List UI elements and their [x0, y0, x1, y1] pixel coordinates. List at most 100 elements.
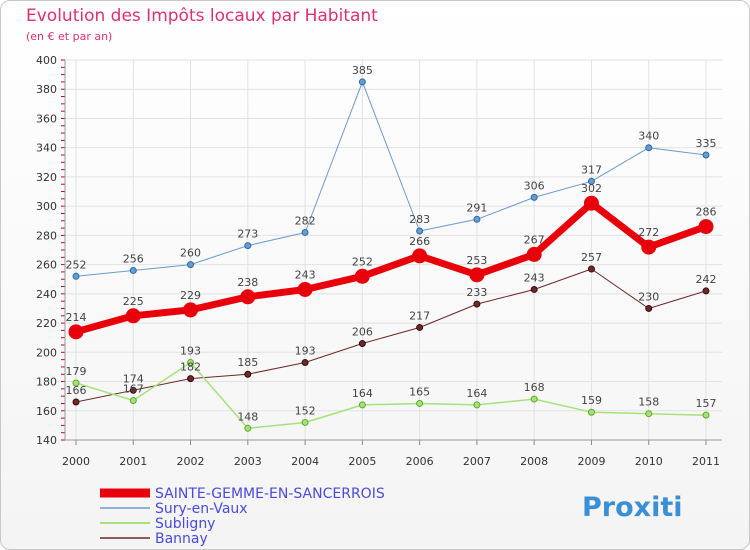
- y-tick-label: 320: [36, 171, 57, 184]
- data-point: [416, 399, 424, 407]
- y-tick-label: 240: [36, 288, 57, 301]
- data-point: [698, 219, 714, 235]
- proxiti-logo: Proxiti: [582, 492, 683, 523]
- data-point: [469, 267, 485, 283]
- data-label: 273: [237, 228, 258, 241]
- data-label: 164: [466, 387, 487, 400]
- y-tick-label: 380: [36, 83, 57, 96]
- data-point: [526, 246, 542, 262]
- series-line-1: [75, 81, 707, 277]
- data-label: 185: [237, 356, 258, 369]
- data-point: [645, 304, 653, 312]
- x-tick-label: 2003: [234, 455, 262, 468]
- data-label: 286: [696, 206, 717, 219]
- data-point: [702, 287, 710, 295]
- data-label: 233: [466, 286, 487, 299]
- data-label: 214: [66, 311, 87, 324]
- data-label: 225: [123, 295, 144, 308]
- data-point: [416, 323, 424, 331]
- data-label: 267: [524, 233, 545, 246]
- data-label: 167: [123, 383, 144, 396]
- data-point: [354, 268, 370, 284]
- chart-title: Evolution des Impôts locaux par Habitant: [26, 6, 378, 26]
- x-tick-label: 2005: [348, 455, 376, 468]
- data-label: 193: [180, 345, 201, 358]
- data-label: 159: [581, 394, 602, 407]
- data-label: 174: [123, 372, 144, 385]
- data-point: [72, 379, 80, 387]
- data-point: [125, 308, 141, 324]
- data-label: 385: [352, 64, 373, 77]
- data-point: [358, 401, 366, 409]
- data-label: 168: [524, 381, 545, 394]
- data-point: [129, 397, 137, 405]
- data-point: [301, 228, 309, 236]
- data-point: [473, 215, 481, 223]
- data-point: [645, 144, 653, 152]
- data-label: 242: [696, 273, 717, 286]
- axes: 140 160 180 200 220 240 260 280 300 320 340 360 380 4…: [36, 54, 722, 468]
- data-point: [358, 78, 366, 86]
- data-point: [412, 248, 428, 264]
- data-label: 253: [466, 254, 487, 267]
- data-point: [187, 359, 195, 367]
- legend-label: Bannay: [155, 531, 208, 547]
- data-point: [301, 359, 309, 367]
- legend-label: Sury-en-Vaux: [155, 501, 248, 517]
- series-line-2: [75, 361, 707, 430]
- x-tick-label: 2004: [291, 455, 319, 468]
- data-label: 272: [638, 226, 659, 239]
- data-label: 182: [180, 361, 201, 374]
- data-label: 152: [295, 404, 316, 417]
- data-label: 283: [409, 213, 430, 226]
- data-point: [702, 411, 710, 419]
- data-label: 340: [638, 130, 659, 143]
- data-point: [530, 193, 538, 201]
- x-tick-label: 2000: [62, 455, 90, 468]
- y-tick-label: 160: [36, 405, 57, 418]
- data-labels: 214 225 229 238 243 252 266 253 267 302 272 286 252 2…: [66, 64, 717, 423]
- x-tick-label: 2010: [635, 455, 663, 468]
- data-point: [187, 375, 195, 383]
- data-point: [129, 266, 137, 274]
- data-point: [587, 408, 595, 416]
- x-tick-label: 2002: [177, 455, 205, 468]
- data-point: [530, 285, 538, 293]
- data-point: [641, 239, 657, 255]
- legend-label: Subligny: [155, 516, 215, 532]
- data-point: [187, 261, 195, 269]
- series-line-3: [75, 268, 707, 403]
- data-label: 157: [696, 397, 717, 410]
- data-label: 282: [295, 214, 316, 227]
- data-label: 230: [638, 290, 659, 303]
- data-point: [530, 395, 538, 403]
- chart-subtitle: (en € et par an): [26, 30, 112, 43]
- data-point: [583, 195, 599, 211]
- y-tick-label: 260: [36, 259, 57, 272]
- data-label: 317: [581, 163, 602, 176]
- y-tick-label: 340: [36, 142, 57, 155]
- data-point: [244, 242, 252, 250]
- data-label: 165: [409, 385, 430, 398]
- y-tick-label: 400: [36, 54, 57, 67]
- series-layer: [68, 78, 714, 432]
- gridlines: [65, 59, 722, 441]
- data-label: 291: [466, 201, 487, 214]
- data-label: 179: [66, 365, 87, 378]
- data-label: 252: [352, 255, 373, 268]
- series-line-0: [75, 199, 708, 336]
- x-tick-label: 2006: [406, 455, 434, 468]
- data-point: [473, 300, 481, 308]
- x-tick-label: 2011: [692, 455, 720, 468]
- legend: SAINTE-GEMME-EN-SANCERROISSury-en-VauxSu…: [100, 486, 385, 547]
- data-point: [297, 281, 313, 297]
- data-label: 252: [66, 258, 87, 271]
- data-label: 158: [638, 396, 659, 409]
- x-tick-label: 2009: [577, 455, 605, 468]
- data-point: [587, 265, 595, 273]
- data-point: [645, 410, 653, 418]
- data-point: [244, 370, 252, 378]
- data-label: 260: [180, 247, 201, 260]
- data-point: [244, 424, 252, 432]
